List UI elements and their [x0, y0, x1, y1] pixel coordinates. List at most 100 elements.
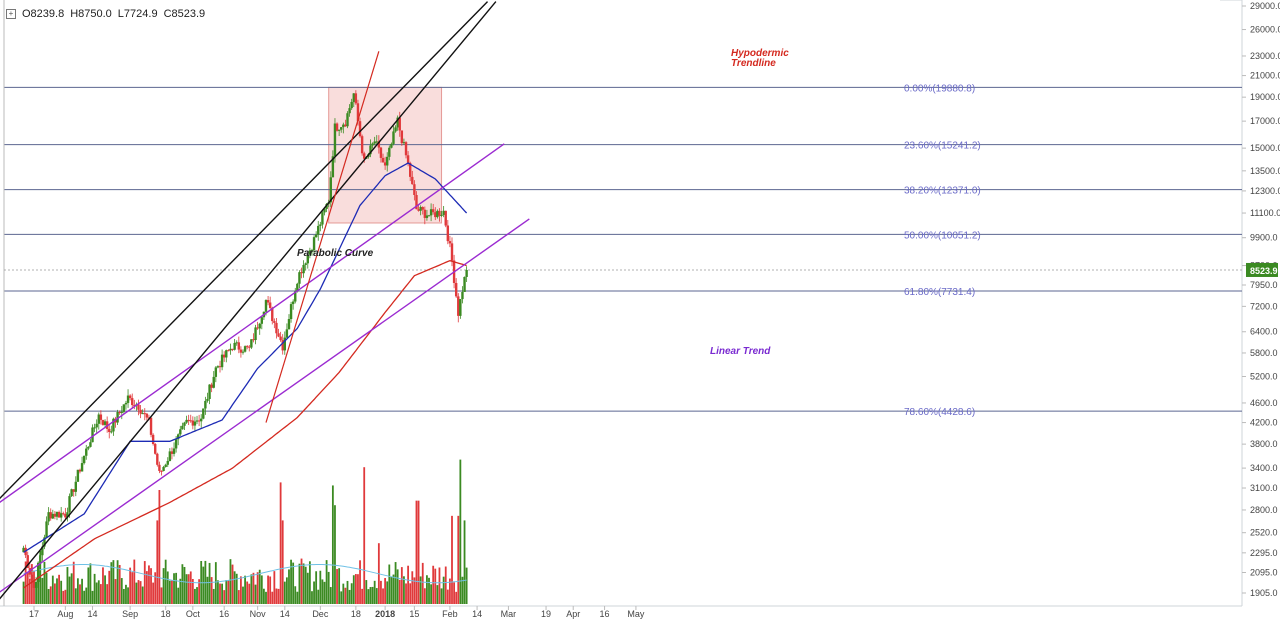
price-tick-label: 4600.0 — [1250, 398, 1278, 408]
price-tick-label: 3400.0 — [1250, 463, 1278, 473]
candle-body — [131, 398, 134, 406]
fib-label-3: 50.00%(10051.2) — [904, 230, 981, 241]
time-tick-label: Aug — [57, 609, 73, 619]
volume-bar — [120, 578, 123, 604]
candle-body — [427, 215, 431, 217]
volume-bar — [221, 583, 223, 604]
volume-bar — [85, 587, 88, 604]
candle-body — [245, 346, 249, 348]
volume-bar — [244, 575, 246, 604]
candle-body — [369, 145, 372, 155]
candle-body — [239, 349, 243, 353]
time-tick-label: 17 — [29, 609, 39, 619]
candle-body — [329, 177, 332, 203]
volume-bar — [394, 562, 397, 604]
volume-bar — [449, 578, 451, 604]
volume-bar — [91, 590, 94, 604]
candle-body — [337, 129, 341, 131]
candle-body — [346, 113, 349, 127]
volume-layer — [22, 459, 468, 604]
candle-body — [411, 176, 414, 185]
time-tick-label: 2018 — [375, 609, 395, 619]
volume-bar — [451, 515, 453, 604]
volume-bar — [212, 588, 215, 604]
candle-body — [120, 411, 123, 413]
volume-bar — [141, 586, 144, 604]
volume-bar — [43, 561, 46, 604]
candle-body — [409, 162, 412, 177]
candle-body — [402, 142, 406, 144]
volume-bar — [217, 580, 219, 604]
time-tick-label: 19 — [541, 609, 551, 619]
volume-bar — [350, 583, 353, 604]
candle-body — [289, 304, 293, 320]
candle-body — [22, 547, 25, 553]
volume-bar — [348, 589, 351, 604]
volume-bar — [367, 589, 370, 604]
volume-bar — [308, 561, 311, 604]
expand-icon[interactable]: + — [6, 9, 16, 19]
fib-label-1: 23.60%(15241.2) — [904, 141, 981, 152]
volume-bar — [342, 583, 345, 604]
candle-body — [429, 209, 433, 216]
volume-bar — [306, 572, 309, 604]
candle-body — [225, 350, 228, 358]
price-tick-label: 3800.0 — [1250, 439, 1278, 449]
ma50-line — [23, 162, 468, 553]
candle-body — [210, 384, 213, 388]
candle-body — [45, 521, 48, 538]
volume-bar — [285, 577, 288, 604]
volume-bar — [175, 572, 178, 604]
volume-bar — [294, 586, 297, 604]
volume-bar — [313, 581, 315, 604]
candle-body — [85, 448, 88, 456]
candle-body — [425, 215, 429, 218]
volume-bar — [361, 588, 364, 604]
volume-bar — [194, 588, 196, 604]
time-tick-label: 16 — [219, 609, 229, 619]
volume-bar — [403, 576, 405, 604]
price-tick-label: 3100.0 — [1250, 483, 1278, 493]
candle-body — [388, 147, 391, 157]
candle-body — [465, 269, 468, 277]
candle-body — [34, 581, 38, 588]
price-tick-label: 2095.0 — [1250, 568, 1278, 578]
candle-body — [415, 195, 418, 210]
volume-bar — [152, 582, 155, 604]
volume-bar — [28, 578, 31, 604]
candle-body — [116, 412, 119, 423]
volume-bar — [22, 581, 25, 604]
candle-body — [183, 422, 186, 426]
candle-body — [154, 444, 157, 454]
candle-body — [323, 208, 326, 213]
candle-body — [381, 157, 385, 163]
candle-body — [93, 427, 96, 429]
candle-body — [264, 300, 268, 312]
volume-bar — [227, 580, 230, 604]
candle-body — [383, 162, 387, 166]
volume-bar — [288, 569, 290, 604]
volume-bar — [392, 574, 395, 604]
volume-bar — [166, 571, 169, 604]
candle-body — [287, 319, 291, 330]
volume-bar — [168, 580, 171, 604]
price-axis[interactable]: 29000.0 26000.0 23000.0 21000.0 19000.0 17000… — [1242, 1, 1280, 598]
candle-body — [59, 513, 63, 518]
volume-bar — [129, 567, 132, 604]
candle-body — [310, 250, 314, 252]
candle-body — [304, 263, 307, 265]
volume-bar — [325, 560, 328, 604]
volume-bar — [39, 550, 42, 604]
time-axis[interactable]: 17 Aug 14 Sep 18 Oct 16 Nov 14 Dec 18 2018 15 Feb 14 Ma… — [29, 606, 645, 619]
candle-body — [266, 300, 270, 303]
candle-body — [126, 395, 130, 403]
price-tick-label: 1905.0 — [1250, 588, 1278, 598]
price-tick-label: 4200.0 — [1250, 418, 1278, 428]
candle-body — [291, 301, 295, 305]
volume-bar — [58, 574, 60, 604]
time-tick-label: Feb — [442, 609, 458, 619]
candle-body — [302, 264, 305, 274]
candle-body — [143, 413, 146, 415]
time-tick-label: 15 — [409, 609, 419, 619]
